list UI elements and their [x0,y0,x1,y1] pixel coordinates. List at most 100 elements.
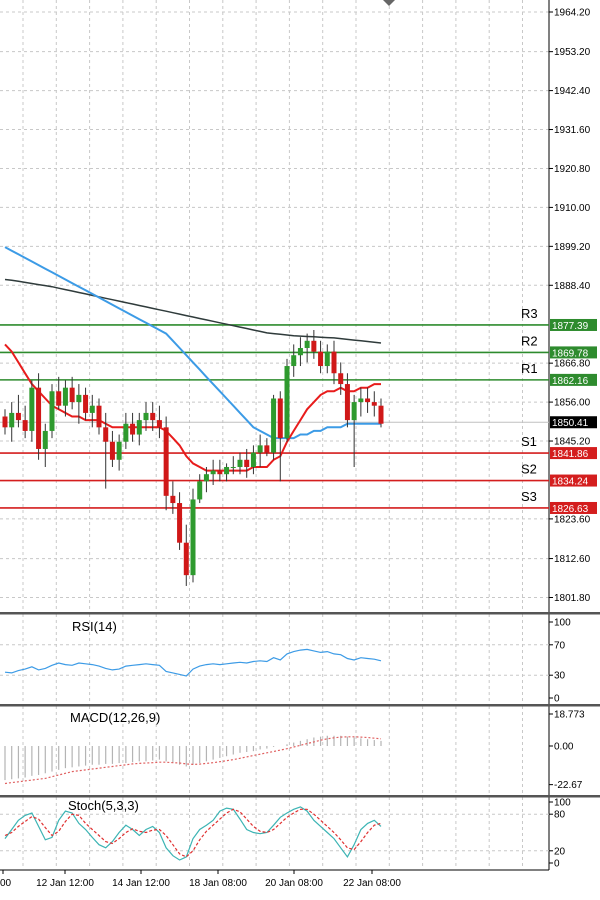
stoch-main-line [4,806,382,861]
candle-body [89,405,95,413]
candle-body [203,474,209,482]
candle-body [210,470,216,475]
candle-body [76,394,82,403]
candle-body [177,503,183,543]
candle-body [217,470,223,475]
candle-body [257,445,263,453]
panel-separator [0,795,600,798]
stoch-tick-label: 100 [554,798,571,809]
candle-body [29,387,35,431]
candle-body [109,441,115,460]
level-price-box [550,373,597,386]
macd-signal-line [4,736,382,785]
candle-body [338,373,344,385]
level-label-s1: S1 [521,434,537,449]
candle-body [183,542,189,576]
stoch-tick-label: 80 [554,810,566,821]
candle-body [156,420,162,428]
y-axis-tick-label: 1942.40 [554,86,591,97]
candle-body [136,420,142,435]
candle-body [36,387,42,449]
y-axis-tick-label: 1910.00 [554,203,591,214]
candle-body [250,452,256,467]
candle-body [331,351,337,374]
rsi-tick-label: 30 [554,671,566,682]
candle-body [311,340,317,352]
candle-body [371,402,377,406]
ma-slow-line [4,278,382,344]
level-label-r3: R3 [521,306,538,321]
candle-body [62,387,68,406]
level-label-s2: S2 [521,462,537,477]
candle-body [230,466,236,468]
level-price-label: 1862.16 [552,376,589,387]
y-axis-tick-label: 1812.60 [554,554,591,565]
panel-separator [0,704,600,707]
y-axis-tick-label: 1856.00 [554,398,591,409]
macd-tick-label: -22.67 [554,780,583,791]
y-axis-tick-label: 1866.80 [554,359,591,370]
candle-body [318,351,324,367]
current-price-box [550,416,597,429]
level-price-box [550,318,597,331]
candle-body [351,402,357,421]
candle-body [42,430,48,449]
level-price-label: 1834.24 [552,477,589,488]
candle-body [130,423,136,435]
x-axis-tick-label: 12 Jan 12:00 [36,878,94,889]
macd-tick-label: 18.773 [554,710,585,721]
x-axis-tick-label: 20 Jan 08:00 [265,878,323,889]
candle-body [143,412,149,421]
candle-body [264,445,270,453]
candle-body [304,340,310,349]
y-axis-tick-label: 1899.20 [554,242,591,253]
x-axis-tick-label: 00 [0,878,12,889]
macd-title: MACD(12,26,9) [70,710,160,725]
stoch-tick-label: 0 [554,859,560,870]
macd-tick-label: 0.00 [554,742,574,753]
candle-body [324,351,330,367]
x-axis-tick-label: 22 Jan 08:00 [343,878,401,889]
candle-body [123,423,129,442]
stoch-tick-label: 20 [554,846,566,857]
level-price-label: 1826.63 [552,504,589,515]
rsi-tick-label: 70 [554,640,566,651]
current-price-label: 1850.41 [552,418,589,429]
candle-body [358,398,364,403]
level-price-box [550,474,597,487]
level-label-r1: R1 [521,361,538,376]
candle-body [378,405,384,424]
stoch-title: Stoch(5,3,3) [68,798,139,813]
y-axis-tick-label: 1801.80 [554,593,591,604]
candle-body [56,391,62,406]
candle-body [69,387,75,403]
y-axis-tick-label: 1953.20 [554,47,591,58]
candle-body [271,398,277,453]
y-axis-tick-label: 1931.60 [554,125,591,136]
level-price-box [550,447,597,460]
rsi-title: RSI(14) [72,619,117,634]
level-price-label: 1869.78 [552,348,589,359]
y-axis-tick-label: 1845.20 [554,437,591,448]
ema-fast-line [4,343,381,472]
y-axis-tick-label: 1888.40 [554,281,591,292]
candle-body [150,412,156,421]
candle-body [116,441,122,460]
level-price-box [550,501,597,514]
candle-body [49,391,55,431]
ma-mid-line [4,246,381,440]
level-price-label: 1841.86 [552,449,589,460]
candle-body [344,384,350,421]
candle-body [170,495,176,504]
candle-body [277,398,283,439]
candle-body [103,427,109,442]
x-axis-tick-label: 18 Jan 08:00 [189,878,247,889]
candle-body [297,348,303,356]
rsi-line [4,648,382,677]
candle-body [244,459,250,467]
y-axis-tick-label: 1823.60 [554,514,591,525]
rsi-tick-label: 100 [554,618,571,629]
candle-body [9,412,15,428]
